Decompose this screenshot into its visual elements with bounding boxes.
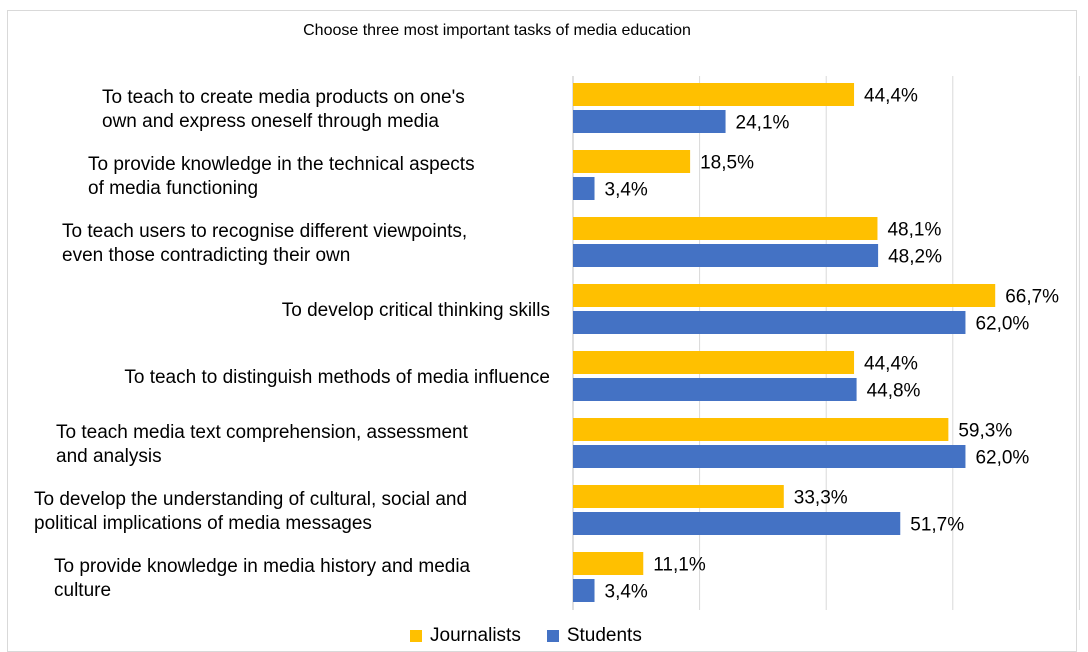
data-label-students-6: 51,7%	[910, 515, 964, 536]
category-label-2: To teach users to recognise different vi…	[20, 210, 552, 277]
category-label-4: To teach to distinguish methods of media…	[20, 344, 550, 411]
bar-students-1	[573, 177, 595, 200]
data-label-journalists-4: 44,4%	[864, 354, 918, 375]
data-label-students-4: 44,8%	[867, 381, 921, 402]
data-label-students-0: 24,1%	[736, 113, 790, 134]
bar-journalists-4	[573, 351, 855, 374]
data-label-journalists-6: 33,3%	[794, 488, 848, 509]
category-label-0: To teach to create media products on one…	[20, 76, 552, 143]
bar-students-6	[573, 512, 901, 535]
legend-label-students: Students	[566, 625, 642, 646]
data-label-journalists-1: 18,5%	[700, 153, 754, 174]
legend-swatch-journalists	[410, 630, 422, 642]
bar-students-7	[573, 579, 595, 602]
category-label-line: To develop the understanding of cultural…	[34, 488, 468, 510]
chart-title: Choose three most important tasks of med…	[303, 22, 691, 39]
bar-journalists-5	[573, 418, 949, 441]
bar-journalists-1	[573, 150, 691, 173]
legend-swatch-students	[546, 630, 559, 642]
category-label-line: To develop critical thinking skills	[281, 299, 550, 321]
category-label-line: To teach to distinguish methods of media…	[124, 366, 550, 388]
category-label-line: and analysis	[56, 445, 162, 467]
bar-journalists-7	[573, 552, 644, 575]
category-label-3: To develop critical thinking skills	[20, 277, 550, 344]
category-label-line: culture	[54, 579, 112, 601]
bar-students-5	[573, 445, 966, 468]
category-label-line: of media functioning	[88, 177, 259, 199]
legend-item-students: Students	[546, 625, 642, 647]
data-label-journalists-2: 48,1%	[887, 220, 941, 241]
category-label-line: To provide knowledge in the technical as…	[88, 153, 475, 175]
category-label-line: To teach media text comprehension, asses…	[56, 421, 468, 443]
category-label-1: To provide knowledge in the technical as…	[20, 143, 552, 210]
data-label-journalists-0: 44,4%	[864, 86, 918, 107]
bar-students-0	[573, 110, 726, 133]
data-label-journalists-5: 59,3%	[958, 421, 1012, 442]
data-label-students-3: 62,0%	[975, 314, 1029, 335]
category-label-line: To teach to create media products on one…	[102, 86, 465, 108]
bar-journalists-0	[573, 83, 855, 106]
legend-label-journalists: Journalists	[430, 625, 521, 646]
data-label-journalists-7: 11,1%	[653, 555, 706, 576]
category-label-line: To provide knowledge in media history an…	[54, 555, 471, 577]
bar-students-3	[573, 311, 966, 334]
bar-journalists-3	[573, 284, 996, 307]
category-label-line: own and express oneself through media	[102, 110, 439, 132]
bar-journalists-6	[573, 485, 784, 508]
category-label-7: To provide knowledge in media history an…	[20, 545, 552, 612]
data-label-journalists-3: 66,7%	[1005, 287, 1059, 308]
legend-item-journalists: Journalists	[410, 625, 521, 647]
category-label-line: To teach users to recognise different vi…	[62, 220, 468, 242]
data-label-students-5: 62,0%	[975, 448, 1029, 469]
category-label-6: To develop the understanding of cultural…	[20, 478, 552, 545]
bar-journalists-2	[573, 217, 878, 240]
category-label-line: political implications of media messages	[34, 512, 372, 534]
legend: Journalists Students	[410, 625, 642, 647]
data-label-students-1: 3,4%	[605, 180, 648, 201]
category-label-line: even those contradicting their own	[62, 244, 351, 266]
data-label-students-7: 3,4%	[605, 582, 648, 603]
bar-students-4	[573, 378, 857, 401]
category-label-5: To teach media text comprehension, asses…	[20, 411, 552, 478]
bar-students-2	[573, 244, 879, 267]
data-label-students-2: 48,2%	[888, 247, 942, 268]
